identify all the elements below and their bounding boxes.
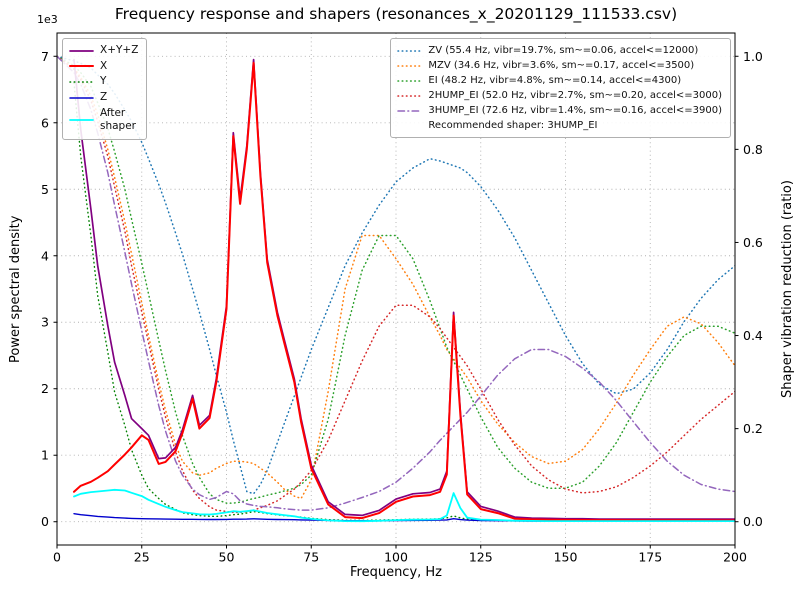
svg-text:0.6: 0.6 [743, 235, 763, 250]
legend-label: Y [100, 75, 107, 88]
svg-text:1.0: 1.0 [743, 49, 763, 64]
legend-item: EI (48.2 Hz, vibr=4.8%, sm~=0.14, accel<… [397, 73, 722, 88]
legend-line-sample [397, 94, 423, 97]
legend-line-sample [397, 49, 423, 52]
svg-text:6: 6 [41, 115, 49, 130]
y-right-axis-label: Shaper vibration reduction (ratio) [780, 180, 795, 398]
series-shaper-ei [57, 55, 735, 504]
legend-item: MZV (34.6 Hz, vibr=3.6%, sm~=0.17, accel… [397, 58, 722, 73]
legend-label: ZV (55.4 Hz, vibr=19.7%, sm~=0.06, accel… [428, 45, 699, 56]
x-axis-label: Frequency, Hz [349, 565, 443, 580]
svg-text:75: 75 [303, 550, 319, 565]
svg-text:0.0: 0.0 [743, 514, 763, 529]
series-group [57, 55, 735, 523]
legend-label: 2HUMP_EI (52.0 Hz, vibr=2.7%, sm~=0.20, … [428, 90, 722, 101]
svg-text:200: 200 [723, 550, 747, 565]
svg-text:175: 175 [638, 550, 662, 565]
legend-line-sample [69, 65, 94, 68]
svg-text:4: 4 [41, 248, 49, 263]
axis-tick-labels: 0 25 50 75 100 125 150 175 200 0 1 2 3 4 5 6 7 0.0 0.2 0.4 0… [41, 49, 763, 565]
legend-line-sample [397, 79, 423, 82]
legend-sample-spacer [397, 125, 422, 126]
y-left-axis-label: Power spectral density [8, 215, 23, 363]
legend-line-sample [69, 49, 94, 52]
legend-label: MZV (34.6 Hz, vibr=3.6%, sm~=0.17, accel… [428, 60, 695, 71]
legend-item: X+Y+Z [69, 43, 138, 59]
svg-text:0: 0 [41, 514, 49, 529]
series-shaper-zv [57, 55, 735, 495]
series-shaper-3hump-ei [57, 55, 735, 511]
psd-legend: X+Y+Z X Y Z After shaper [62, 38, 148, 140]
legend-label: EI (48.2 Hz, vibr=4.8%, sm~=0.14, accel<… [428, 75, 682, 86]
legend-item: Recommended shaper: 3HUMP_EI [397, 118, 722, 133]
legend-item: 3HUMP_EI (72.6 Hz, vibr=1.4%, sm~=0.16, … [397, 103, 722, 118]
legend-label: X [100, 59, 108, 72]
legend-label: X+Y+Z [100, 44, 139, 56]
series-psd-x [73, 61, 735, 522]
legend-label: Recommended shaper: 3HUMP_EI [428, 120, 598, 131]
svg-text:125: 125 [469, 550, 493, 565]
legend-label: After shaper [100, 106, 137, 133]
legend-item: Z [69, 90, 138, 106]
legend-label: Z [100, 90, 108, 103]
legend-item: ZV (55.4 Hz, vibr=19.7%, sm~=0.06, accel… [397, 43, 722, 58]
legend-line-sample [69, 119, 94, 122]
svg-text:150: 150 [554, 550, 578, 565]
y-axis-offset-label: 1e3 [37, 13, 58, 26]
chart-title: Frequency response and shapers (resonanc… [114, 5, 678, 23]
svg-text:2: 2 [41, 381, 49, 396]
axis-ticks [53, 55, 739, 549]
svg-text:50: 50 [219, 550, 235, 565]
svg-text:0.8: 0.8 [743, 142, 763, 157]
svg-text:0: 0 [53, 550, 61, 565]
svg-text:0.4: 0.4 [743, 328, 763, 343]
svg-text:100: 100 [384, 550, 408, 565]
shaper-legend: ZV (55.4 Hz, vibr=19.7%, sm~=0.06, accel… [390, 38, 731, 138]
legend-item: 2HUMP_EI (52.0 Hz, vibr=2.7%, sm~=0.20, … [397, 88, 722, 103]
legend-line-sample [69, 81, 94, 83]
legend-label: 3HUMP_EI (72.6 Hz, vibr=1.4%, sm~=0.16, … [428, 105, 722, 116]
legend-line-sample [69, 96, 94, 99]
legend-line-sample [397, 64, 423, 67]
svg-text:1: 1 [41, 448, 49, 463]
svg-text:3: 3 [41, 315, 49, 330]
svg-text:25: 25 [134, 550, 150, 565]
legend-item: X [69, 59, 138, 75]
series-psd-after-shaper [73, 488, 735, 523]
legend-item: After shaper [69, 106, 138, 135]
svg-text:7: 7 [41, 49, 49, 64]
legend-item: Y [69, 74, 138, 90]
legend-line-sample [397, 109, 423, 112]
svg-text:0.2: 0.2 [743, 421, 763, 436]
svg-text:5: 5 [41, 182, 49, 197]
